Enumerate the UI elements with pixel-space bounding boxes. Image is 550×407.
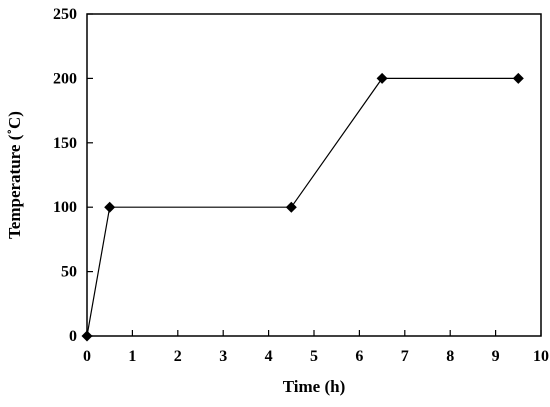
x-tick-label: 4 xyxy=(265,348,273,365)
x-tick-label: 8 xyxy=(446,348,454,365)
x-axis-title: Time (h) xyxy=(283,377,346,396)
y-axis-ticks: 0 50 100 150 200 250 xyxy=(53,6,93,345)
x-tick-label: 9 xyxy=(492,348,500,365)
y-tick-label: 50 xyxy=(61,264,77,281)
data-point-marker xyxy=(104,201,116,213)
x-tick-label: 6 xyxy=(355,348,363,365)
y-tick-label: 200 xyxy=(53,70,77,87)
y-tick-label: 150 xyxy=(53,135,77,152)
series-line xyxy=(86,77,519,337)
x-tick-label: 5 xyxy=(310,348,318,365)
x-tick-label: 10 xyxy=(533,348,549,365)
x-tick-label: 7 xyxy=(401,348,409,365)
x-tick-label: 0 xyxy=(83,348,91,365)
series-layer xyxy=(81,72,524,342)
data-point-marker xyxy=(512,72,524,84)
data-point-marker xyxy=(376,72,388,84)
y-tick-label: 250 xyxy=(53,6,77,23)
y-axis-title: Temperature (˚C) xyxy=(5,111,24,239)
y-tick-label: 0 xyxy=(69,328,77,345)
data-point-marker xyxy=(81,330,93,342)
data-point-marker xyxy=(285,201,297,213)
y-tick-label: 100 xyxy=(53,199,77,216)
x-tick-label: 1 xyxy=(128,348,136,365)
x-axis-ticks: 0 1 2 3 4 5 6 7 8 9 10 xyxy=(83,330,549,365)
x-tick-label: 3 xyxy=(219,348,227,365)
x-tick-label: 2 xyxy=(174,348,182,365)
